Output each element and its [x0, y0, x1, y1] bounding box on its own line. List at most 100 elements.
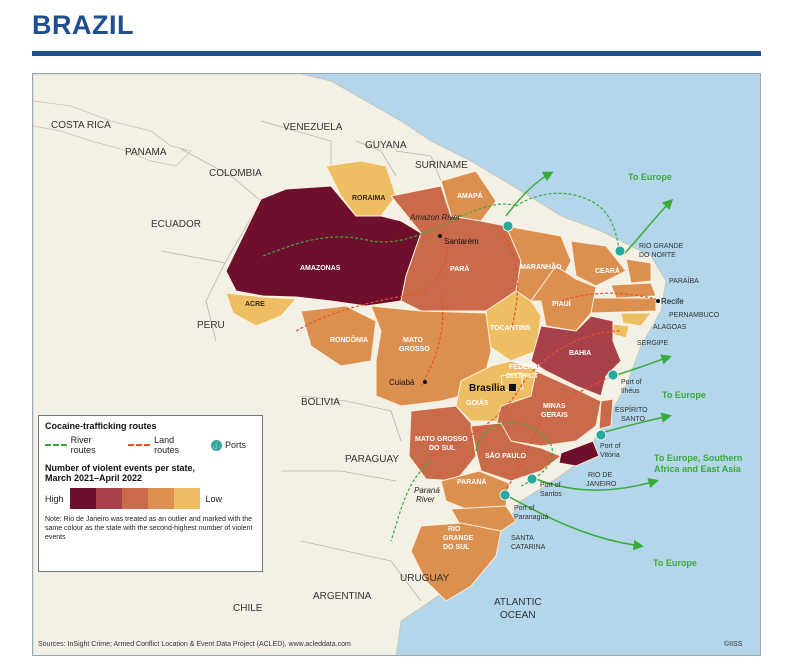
state-rio-de-janeiro: [558, 440, 600, 467]
label-panama: PANAMA: [125, 147, 167, 158]
state-label-minas-1: MINAS: [543, 403, 566, 410]
state-label-amapa: AMAPÁ: [457, 191, 483, 200]
label-parana-river-2: River: [416, 495, 435, 504]
river-route-swatch: [45, 444, 67, 446]
state-label-sao-paulo: SÃO PAULO: [485, 451, 527, 460]
export-arrows: [505, 171, 674, 551]
state-label-amazonas: AMAZONAS: [300, 265, 341, 272]
scale-box: [95, 488, 122, 509]
state-espirito-santo: [598, 398, 614, 430]
map-legend: Cocaine-trafficking routes River routes …: [38, 415, 263, 572]
state-rondonia: [300, 305, 377, 367]
state-label-rio-2: JANEIRO: [586, 481, 617, 488]
legend-events-title-1: Number of violent events per state,: [45, 463, 196, 473]
port-icon: [595, 429, 607, 441]
state-label-mato-grosso-1: MATO: [403, 337, 424, 344]
label-atlantic: ATLANTIC: [494, 597, 542, 608]
dest-europe-south-1: To Europe, Southern: [654, 453, 742, 463]
river-routes: [262, 192, 620, 542]
label-paranagua-1: Port of: [514, 505, 535, 512]
state-label-santa-2: CATARINA: [511, 544, 546, 551]
state-label-pernambuco: PERNAMBUCO: [669, 312, 720, 319]
label-cuiaba: Cuiabá: [389, 378, 415, 387]
port-icon: [614, 245, 626, 257]
dest-europe-bottom: To Europe: [653, 558, 697, 568]
state-label-mgs-2: DO SUL: [429, 445, 456, 452]
page-title: BRAZIL: [32, 10, 134, 40]
label-uruguay: URUGUAY: [400, 573, 450, 584]
port-icon: [607, 369, 619, 381]
legend-land-label: Land routes: [154, 435, 180, 455]
label-brasilia: Brasília: [469, 383, 506, 394]
state-label-para: PARÁ: [450, 264, 469, 273]
state-label-piaui: PIAUÍ: [552, 299, 572, 308]
label-amazon-river: Amazon River: [409, 213, 461, 222]
label-venezuela: VENEZUELA: [283, 122, 343, 133]
legend-low: Low: [205, 493, 223, 504]
label-colombia: COLOMBIA: [209, 168, 262, 179]
sources-text: Sources: InSight Crime; Armed Conflict L…: [38, 641, 351, 648]
label-costa-rica: COSTA RICA: [51, 120, 111, 131]
label-argentina: ARGENTINA: [313, 591, 372, 602]
label-peru: PERU: [197, 320, 225, 331]
state-label-sergipe: SERGIPE: [637, 340, 668, 347]
label-paraguay: PARAGUAY: [345, 454, 399, 465]
state-roraima: [325, 160, 397, 217]
state-label-santa-1: SANTA: [511, 535, 534, 542]
state-label-espirito-1: ESPÍRITO: [615, 405, 648, 414]
state-label-espirito-2: SANTO: [621, 416, 646, 423]
legend-river-label: River routes: [70, 435, 96, 455]
state-label-paraiba: PARAÍBA: [669, 276, 699, 285]
copyright-text: ©IISS: [724, 641, 743, 648]
legend-routes-row: River routes Land routes ⚓ Ports: [45, 435, 256, 455]
scale-box: [69, 488, 96, 509]
state-label-goias: GOIÁS: [466, 398, 489, 407]
state-label-rondonia: RONDÔNIA: [330, 335, 368, 344]
state-label-minas-2: GERAIS: [541, 412, 568, 419]
port-icon: [499, 489, 511, 501]
scale-box: [121, 488, 148, 509]
label-parana-river-1: Paraná: [414, 486, 440, 495]
label-vitoria-1: Port of: [600, 443, 621, 450]
state-label-rgs-2: GRANDE: [443, 535, 474, 542]
title-rule: [32, 51, 761, 56]
state-label-rgs-3: DO SUL: [443, 544, 470, 551]
state-sao-paulo: [470, 422, 563, 482]
land-route-swatch: [128, 444, 151, 446]
label-ecuador: ECUADOR: [151, 219, 201, 230]
state-label-federal-1: FEDERAL: [509, 364, 543, 371]
state-label-rgn-2: DO NORTE: [639, 252, 676, 259]
label-santarem: Santarém: [444, 237, 479, 246]
scale-box: [173, 488, 200, 509]
dest-europe-south-2: Africa and East Asia: [654, 464, 742, 474]
dest-europe-mid: To Europe: [662, 390, 706, 400]
state-alagoas: [620, 312, 653, 327]
states: [225, 160, 657, 602]
ports: [499, 220, 626, 501]
state-label-ceara: CEARÁ: [595, 266, 620, 275]
state-ceara: [570, 240, 627, 287]
state-bahia: [530, 315, 622, 397]
state-label-maranhao: MARANHÃO: [520, 262, 562, 271]
scale-box: [147, 488, 174, 509]
state-label-rio-1: RIO DE: [588, 472, 612, 479]
legend-land: Land routes: [128, 435, 201, 455]
state-label-bahia: BAHIA: [569, 350, 591, 357]
state-label-mgs-1: MATO GROSSO: [415, 436, 468, 443]
legend-events-title-2: March 2021–April 2022: [45, 473, 143, 483]
state-label-roraima: RORAIMA: [352, 195, 385, 202]
label-paranagua-2: Paranaguá: [514, 514, 548, 521]
state-rgn: [625, 258, 652, 284]
port-icon: [502, 220, 514, 232]
central-america-land: [33, 100, 192, 167]
city-dots: [423, 234, 660, 391]
port-icon: ⚓: [210, 439, 222, 451]
dest-europe-top: To Europe: [628, 172, 672, 182]
label-ocean: OCEAN: [500, 610, 536, 621]
label-santos-2: Santos: [540, 491, 562, 498]
label-suriname: SURINAME: [415, 160, 468, 171]
label-recife: Recife: [661, 297, 684, 306]
state-rio-grande-do-sul: [410, 522, 502, 602]
state-label-acre: ACRE: [245, 301, 265, 308]
state-label-rgs-1: RIO: [448, 526, 461, 533]
